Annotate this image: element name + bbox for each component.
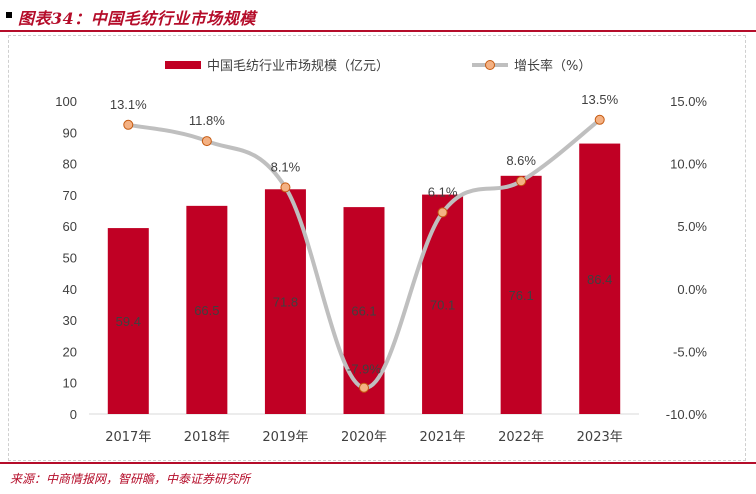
y-left-tick-label: 100 — [55, 94, 77, 109]
bar-value-label: 71.8 — [273, 295, 298, 310]
bar — [107, 228, 149, 414]
growth-rate-marker — [201, 136, 212, 147]
growth-rate-label: 8.1% — [271, 159, 301, 174]
y-left-tick-label: 30 — [63, 313, 77, 328]
growth-rate-marker — [280, 182, 291, 193]
growth-rate-label: 13.5% — [581, 92, 618, 107]
growth-rate-marker — [359, 382, 369, 393]
growth-rate-label: 8.6% — [506, 153, 536, 168]
legend-line-label: 增长率（%） — [514, 58, 591, 74]
y-right-tick-label: 5.0% — [677, 219, 707, 234]
x-tick-label: 2017年 — [105, 430, 151, 445]
legend-line-marker — [485, 60, 495, 70]
growth-rate-marker — [516, 176, 527, 187]
footer-rule — [0, 462, 756, 464]
y-left-tick-label: 20 — [63, 344, 77, 359]
y-left-tick-label: 80 — [63, 157, 77, 172]
y-left-tick-label: 90 — [63, 125, 77, 140]
bar-value-label: 66.5 — [194, 303, 219, 318]
x-tick-label: 2018年 — [184, 430, 230, 445]
y-left-tick-label: 40 — [63, 282, 77, 297]
chart-frame: 0 10 20 30 40 50 60 70 80 90 100 -10.0% -5.0% 0.0% 5.0… — [8, 35, 746, 461]
header-rule — [0, 30, 756, 32]
figure-footer: 来源：中商情报网，智研瞻，中泰证券研究所 — [0, 462, 756, 494]
y-right-tick-label: 15.0% — [670, 94, 707, 109]
y-right-tick-label: -10.0% — [666, 407, 708, 422]
y-right-tick-label: 10.0% — [670, 157, 707, 172]
bar — [500, 175, 542, 414]
x-tick-label: 2022年 — [498, 430, 544, 445]
y-left-tick-label: 70 — [63, 188, 77, 203]
growth-rate-label: 13.1% — [110, 97, 147, 112]
bar — [422, 194, 464, 414]
growth-rate-label: 11.8% — [189, 113, 225, 128]
bar-value-label: 76.1 — [508, 288, 533, 303]
legend-bar-swatch — [165, 61, 201, 69]
growth-rate-marker — [437, 207, 448, 218]
y-right-tick-label: 0.0% — [677, 282, 707, 297]
x-tick-label: 2020年 — [341, 430, 387, 445]
growth-rate-marker — [123, 119, 134, 130]
y-left-tick-label: 10 — [63, 376, 77, 391]
y-left-tick-label: 0 — [70, 407, 77, 422]
bar-value-label: 66.1 — [351, 304, 376, 319]
source-note: 来源：中商情报网，智研瞻，中泰证券研究所 — [10, 472, 251, 486]
bar — [579, 143, 621, 414]
bar-value-label: 59.4 — [116, 314, 141, 329]
x-tick-label: 2021年 — [420, 430, 466, 445]
x-tick-label: 2019年 — [262, 430, 308, 445]
chart: 0 10 20 30 40 50 60 70 80 90 100 -10.0% -5.0% 0.0% 5.0… — [55, 58, 708, 445]
bar — [186, 205, 228, 414]
bar-value-label: 86.4 — [587, 272, 612, 287]
growth-rate-label: 6.1% — [428, 184, 458, 199]
y-left-tick-label: 50 — [63, 251, 77, 266]
bullet-square-icon — [6, 12, 12, 18]
y-right-tick-label: -5.0% — [673, 344, 707, 359]
legend-bar-label: 中国毛纺行业市场规模（亿元） — [207, 58, 389, 74]
figure-title: 图表34：中国毛纺行业市场规模 — [18, 9, 256, 28]
figure-header: 图表34：中国毛纺行业市场规模 — [0, 0, 756, 32]
bar-value-label: 70.1 — [430, 297, 455, 312]
bar — [264, 189, 306, 414]
x-tick-label: 2023年 — [577, 430, 623, 445]
growth-rate-marker — [594, 114, 605, 125]
growth-rate-label: -7.9% — [347, 362, 381, 377]
y-left-tick-label: 60 — [63, 219, 77, 234]
